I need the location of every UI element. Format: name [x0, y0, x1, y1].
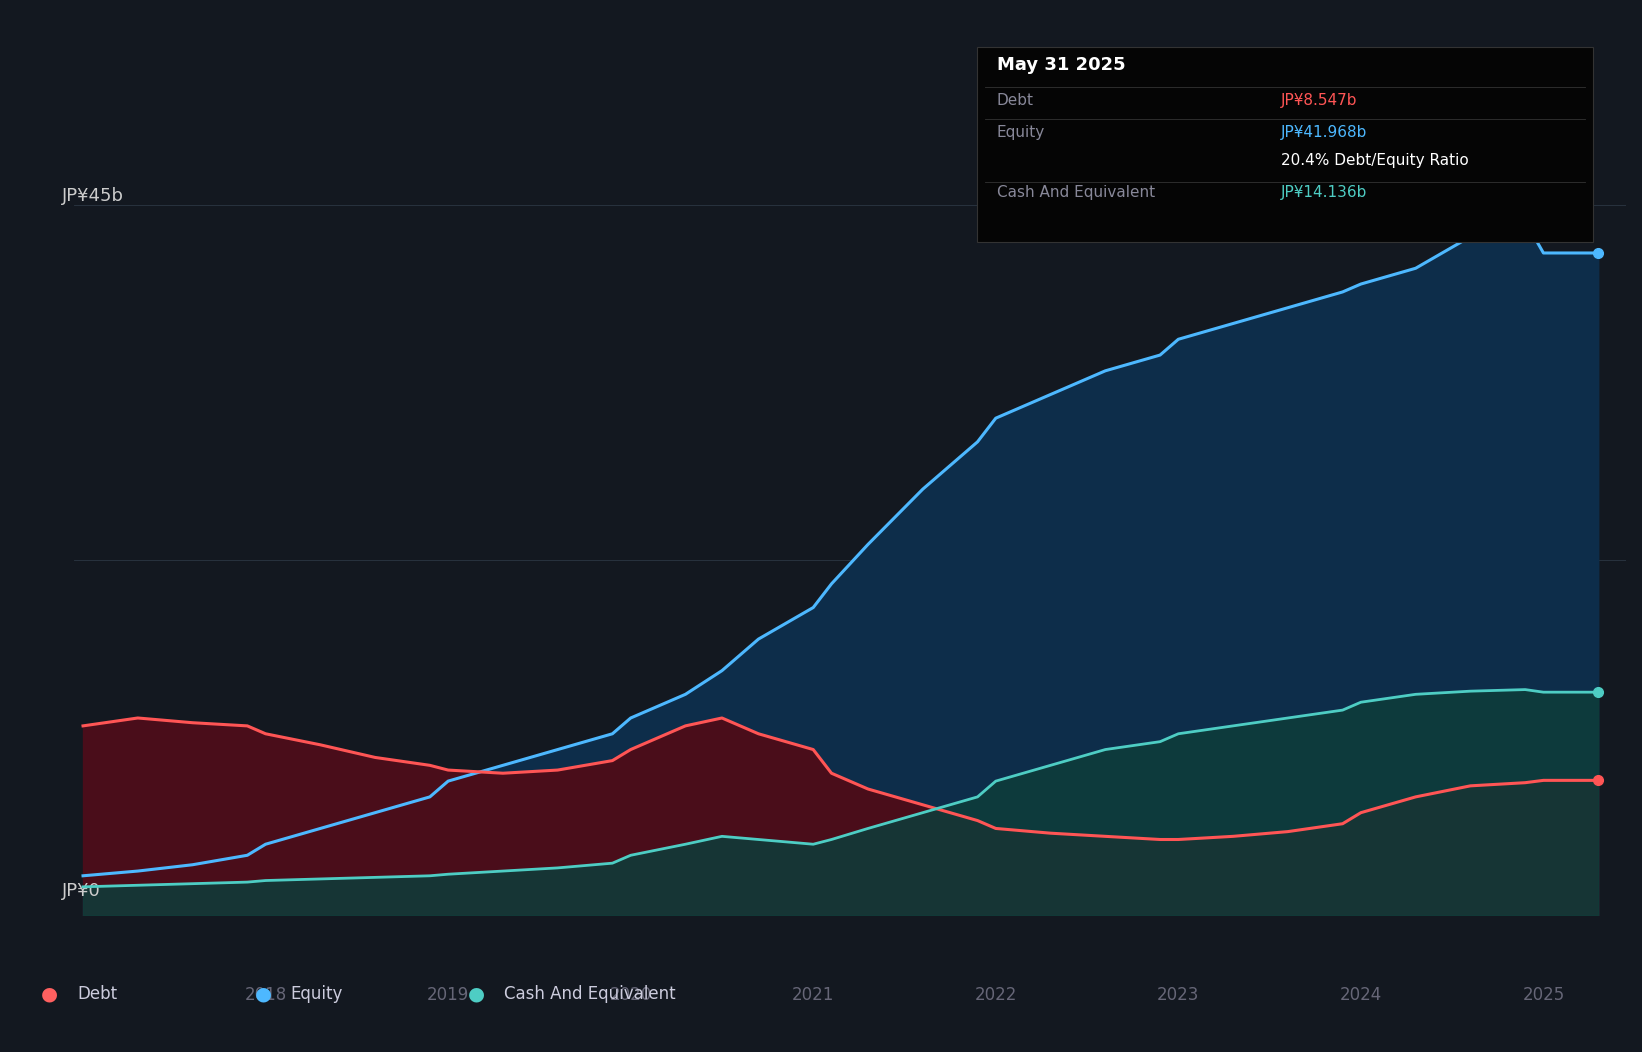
- Text: Cash And Equivalent: Cash And Equivalent: [997, 185, 1154, 200]
- Text: JP¥45b: JP¥45b: [61, 187, 123, 205]
- Text: 20.4% Debt/Equity Ratio: 20.4% Debt/Equity Ratio: [1281, 154, 1468, 168]
- Text: Debt: Debt: [77, 985, 117, 1004]
- Text: 2020: 2020: [609, 987, 652, 1005]
- Text: JP¥14.136b: JP¥14.136b: [1281, 185, 1368, 200]
- Text: JP¥41.968b: JP¥41.968b: [1281, 125, 1368, 140]
- Text: Cash And Equivalent: Cash And Equivalent: [504, 985, 677, 1004]
- Text: 2023: 2023: [1158, 987, 1200, 1005]
- Text: ●: ●: [255, 985, 271, 1004]
- Text: Debt: Debt: [997, 94, 1034, 108]
- Text: 2025: 2025: [1522, 987, 1565, 1005]
- Text: 2018: 2018: [245, 987, 287, 1005]
- Text: JP¥8.547b: JP¥8.547b: [1281, 94, 1358, 108]
- Text: 2019: 2019: [427, 987, 470, 1005]
- Text: 2022: 2022: [975, 987, 1016, 1005]
- Text: JP¥0: JP¥0: [61, 882, 100, 901]
- Text: ●: ●: [41, 985, 57, 1004]
- Text: ●: ●: [468, 985, 484, 1004]
- Text: May 31 2025: May 31 2025: [997, 57, 1125, 75]
- Text: 2024: 2024: [1340, 987, 1383, 1005]
- Text: Equity: Equity: [291, 985, 343, 1004]
- Text: 2021: 2021: [791, 987, 834, 1005]
- Text: Equity: Equity: [997, 125, 1044, 140]
